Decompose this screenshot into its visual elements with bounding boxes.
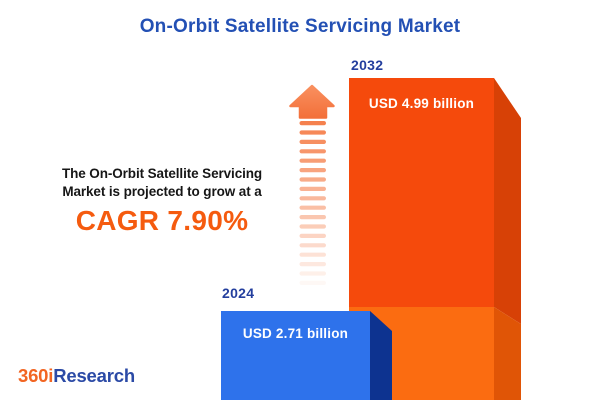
bar-2024 xyxy=(221,311,392,400)
bar-2024-year-label: 2024 xyxy=(222,285,255,301)
bar-2024-value-label: USD 2.71 billion xyxy=(242,326,349,341)
bar-2024-front-face xyxy=(221,311,370,400)
bar-2032-side-bottom-face xyxy=(494,307,521,400)
bar-2032-value-label: USD 4.99 billion xyxy=(368,96,475,111)
logo-research: Research xyxy=(53,365,135,386)
promo-line-1: The On-Orbit Satellite Servicing xyxy=(61,166,263,181)
growth-arrow-icon xyxy=(289,84,335,285)
cagr-value: CAGR 7.90% xyxy=(75,205,249,236)
logo: 360iResearch xyxy=(18,365,135,387)
bar-2032-side-top-face xyxy=(494,78,521,324)
promo-line-2: Market is projected to grow at a xyxy=(62,183,262,199)
bar-2032-year-label: 2032 xyxy=(351,57,384,73)
bar-2032-front-top-face xyxy=(349,78,494,307)
arrow-stripes xyxy=(299,121,326,285)
promo-text: The On-Orbit Satellite Servicing Market … xyxy=(30,165,294,237)
page-title: On-Orbit Satellite Servicing Market xyxy=(139,16,461,37)
logo-360i: 360i xyxy=(18,365,54,386)
bar-2024-side-face xyxy=(370,311,392,400)
arrow-head xyxy=(289,84,335,119)
